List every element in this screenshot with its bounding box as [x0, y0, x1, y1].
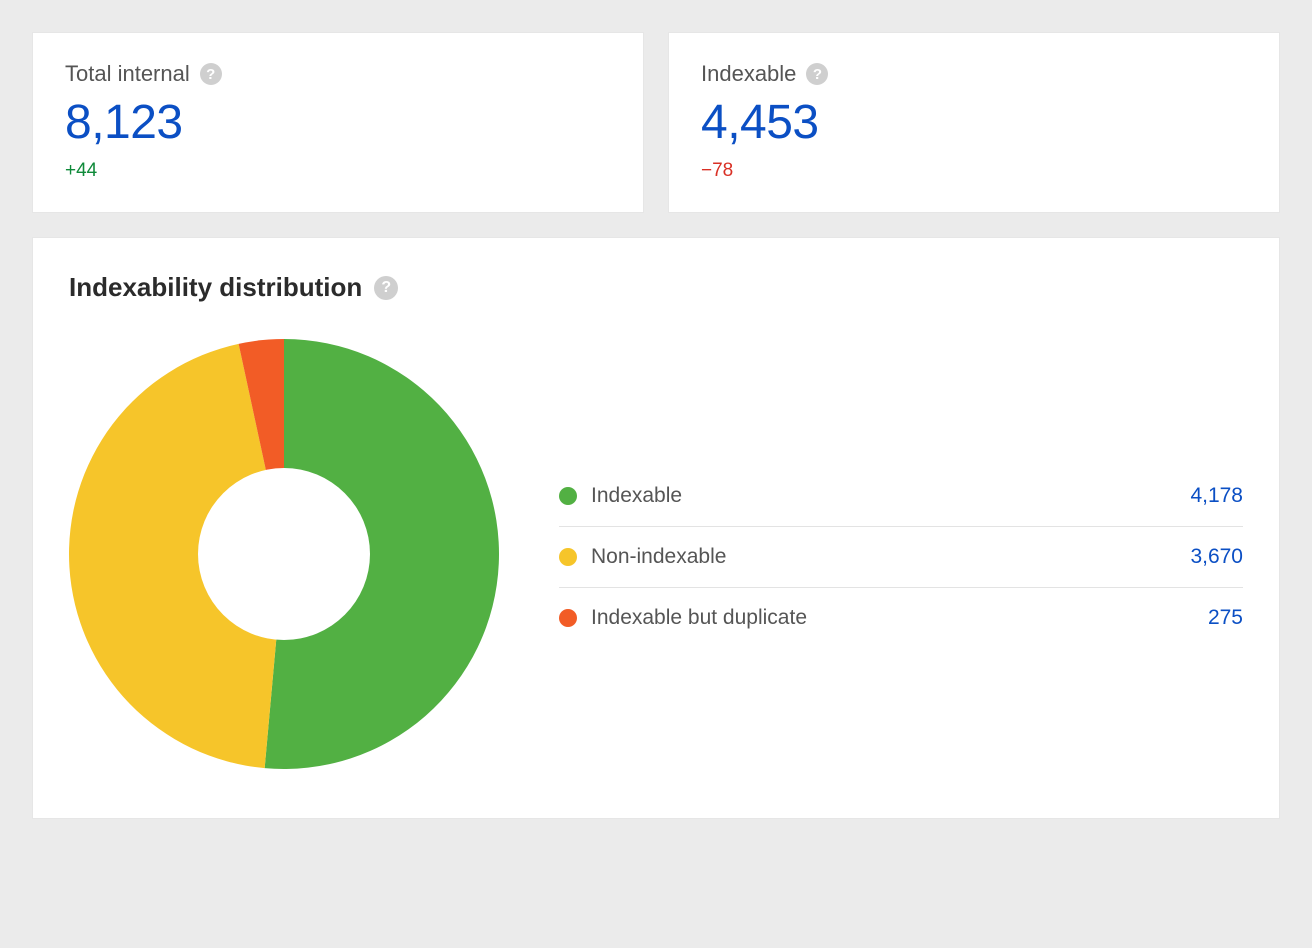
legend-dot-icon	[559, 487, 577, 505]
help-icon[interactable]: ?	[374, 276, 398, 300]
legend-value: 275	[1208, 606, 1243, 630]
metric-value: 4,453	[701, 95, 1247, 150]
legend-value: 3,670	[1190, 545, 1243, 569]
chart-body: Indexable 4,178 Non-indexable 3,670 Indexabl…	[69, 339, 1243, 774]
metric-label-text: Total internal	[65, 61, 190, 87]
chart-title-text: Indexability distribution	[69, 272, 362, 303]
legend-label: Indexable but duplicate	[591, 606, 807, 630]
legend-left: Non-indexable	[559, 545, 726, 569]
chart-legend: Indexable 4,178 Non-indexable 3,670 Indexabl…	[559, 466, 1243, 648]
legend-value: 4,178	[1190, 484, 1243, 508]
legend-label: Non-indexable	[591, 545, 726, 569]
metric-value: 8,123	[65, 95, 611, 150]
donut-svg	[69, 339, 499, 769]
legend-label: Indexable	[591, 484, 682, 508]
chart-title: Indexability distribution ?	[69, 272, 1243, 303]
legend-item[interactable]: Indexable 4,178	[559, 466, 1243, 527]
metric-card-indexable: Indexable ? 4,453 −78	[668, 32, 1280, 213]
legend-left: Indexable	[559, 484, 682, 508]
legend-item[interactable]: Non-indexable 3,670	[559, 527, 1243, 588]
metric-delta: −78	[701, 160, 1247, 182]
metric-label-text: Indexable	[701, 61, 796, 87]
legend-dot-icon	[559, 609, 577, 627]
help-icon[interactable]: ?	[806, 63, 828, 85]
donut-hole	[198, 468, 370, 640]
metrics-row: Total internal ? 8,123 +44 Indexable ? 4…	[32, 32, 1280, 213]
metric-label: Total internal ?	[65, 61, 611, 87]
legend-dot-icon	[559, 548, 577, 566]
metric-card-total-internal: Total internal ? 8,123 +44	[32, 32, 644, 213]
legend-item[interactable]: Indexable but duplicate 275	[559, 588, 1243, 648]
metric-label: Indexable ?	[701, 61, 1247, 87]
donut-chart	[69, 339, 499, 774]
chart-card-indexability-distribution: Indexability distribution ? Indexable 4,1…	[32, 237, 1280, 819]
help-icon[interactable]: ?	[200, 63, 222, 85]
legend-left: Indexable but duplicate	[559, 606, 807, 630]
metric-delta: +44	[65, 160, 611, 182]
